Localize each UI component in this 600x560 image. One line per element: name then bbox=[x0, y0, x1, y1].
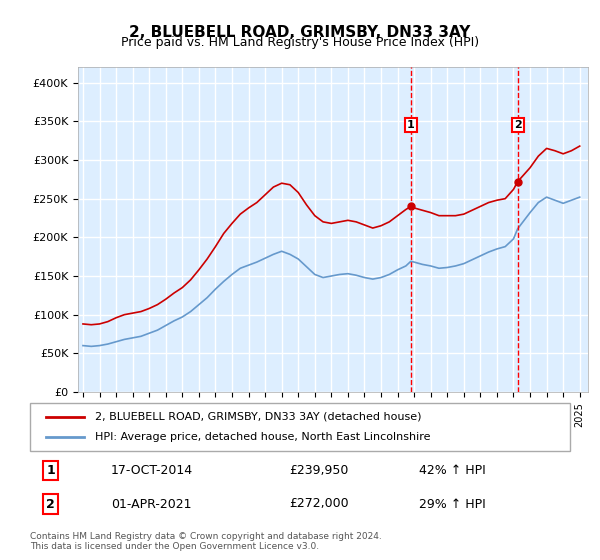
Text: 2, BLUEBELL ROAD, GRIMSBY, DN33 3AY (detached house): 2, BLUEBELL ROAD, GRIMSBY, DN33 3AY (det… bbox=[95, 412, 421, 422]
Text: 2, BLUEBELL ROAD, GRIMSBY, DN33 3AY: 2, BLUEBELL ROAD, GRIMSBY, DN33 3AY bbox=[130, 25, 470, 40]
FancyBboxPatch shape bbox=[30, 403, 570, 451]
Text: 29% ↑ HPI: 29% ↑ HPI bbox=[419, 497, 485, 511]
Text: 2: 2 bbox=[514, 120, 521, 130]
Text: 42% ↑ HPI: 42% ↑ HPI bbox=[419, 464, 485, 477]
Text: HPI: Average price, detached house, North East Lincolnshire: HPI: Average price, detached house, Nort… bbox=[95, 432, 430, 442]
Text: 2: 2 bbox=[46, 497, 55, 511]
Text: £272,000: £272,000 bbox=[289, 497, 349, 511]
Text: 1: 1 bbox=[407, 120, 415, 130]
Text: 17-OCT-2014: 17-OCT-2014 bbox=[111, 464, 193, 477]
Text: £239,950: £239,950 bbox=[289, 464, 349, 477]
Text: 1: 1 bbox=[46, 464, 55, 477]
Text: Price paid vs. HM Land Registry's House Price Index (HPI): Price paid vs. HM Land Registry's House … bbox=[121, 36, 479, 49]
Text: Contains HM Land Registry data © Crown copyright and database right 2024.
This d: Contains HM Land Registry data © Crown c… bbox=[30, 532, 382, 552]
Text: 01-APR-2021: 01-APR-2021 bbox=[111, 497, 191, 511]
